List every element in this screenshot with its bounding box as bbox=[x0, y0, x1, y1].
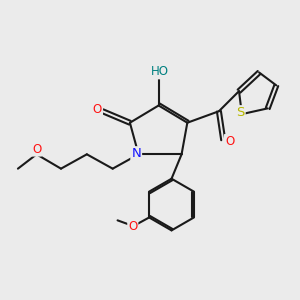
Text: O: O bbox=[93, 103, 102, 116]
Text: N: N bbox=[131, 147, 141, 160]
Text: O: O bbox=[128, 220, 137, 232]
Text: O: O bbox=[32, 142, 41, 156]
Text: O: O bbox=[225, 135, 234, 148]
Text: S: S bbox=[236, 106, 244, 119]
Text: HO: HO bbox=[151, 65, 169, 78]
